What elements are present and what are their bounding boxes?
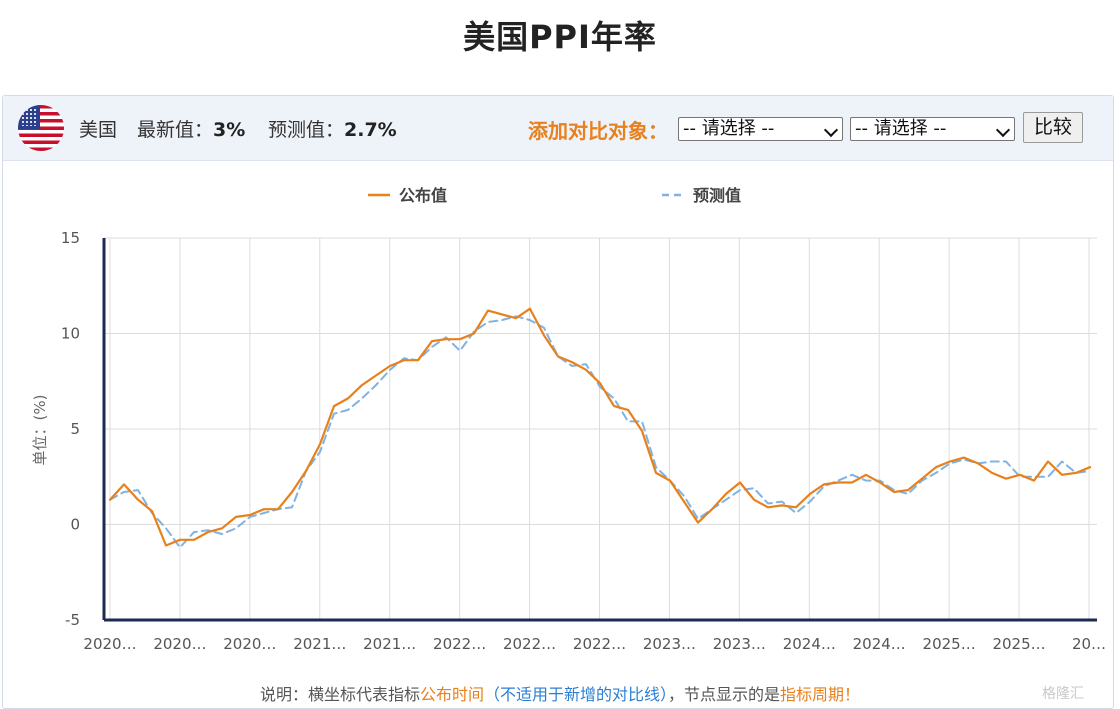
x-tick-label: 2024… — [783, 635, 836, 653]
x-tick-label: 2021… — [363, 635, 416, 653]
x-tick-label: 2020… — [153, 635, 206, 653]
footnote-highlight-period: 指标周期 — [780, 685, 845, 704]
compare-select-1[interactable]: -- 请选择 -- — [678, 117, 843, 141]
x-tick-label: 2022… — [573, 635, 626, 653]
compare-select-2-value: -- 请选择 -- — [855, 118, 947, 139]
chart-toolbar: 美国 最新值：3% 预测值：2.7% 添加对比对象： -- 请选择 -- -- … — [3, 96, 1113, 161]
y-axis-label: 单位：(%) — [31, 395, 49, 466]
x-tick-label: 2024… — [853, 635, 906, 653]
series-line-forecast — [109, 315, 1091, 549]
country-name: 美国 — [79, 119, 118, 141]
series-line-actual — [108, 307, 1092, 547]
footnote-text-2: ，节点显示的是 — [668, 685, 781, 704]
compare-select-1-value: -- 请选择 -- — [683, 118, 775, 139]
y-tick-label: 0 — [70, 516, 80, 534]
y-tick-label: 15 — [61, 229, 80, 247]
footnote-text-1: 说明：横坐标代表指标 — [259, 685, 420, 704]
y-tick-label: 5 — [70, 420, 80, 438]
footnote-exclaim: ！ — [844, 685, 861, 704]
x-tick-label: 2025… — [992, 635, 1045, 653]
compare-label: 添加对比对象： — [528, 119, 668, 143]
compare-button[interactable]: 比较 — [1023, 112, 1083, 143]
latest-value-stat: 最新值：3% — [137, 115, 245, 142]
footnote-note: （不适用于新增的对比线） — [483, 685, 668, 704]
chart-footnote: 说明：横坐标代表指标公布时间（不适用于新增的对比线），节点显示的是指标周期！ — [0, 681, 1120, 705]
page-title: 美国PPI年率 — [463, 18, 657, 56]
x-tick-label: 2022… — [433, 635, 486, 653]
watermark-text: 格隆汇 — [1042, 686, 1084, 702]
forecast-label: 预测值： — [268, 119, 345, 141]
x-tick-label: 2020… — [83, 635, 136, 653]
x-tick-label: 2023… — [643, 635, 696, 653]
legend-label: 公布值 — [399, 186, 447, 205]
legend-label: 预测值 — [693, 186, 741, 205]
y-tick-label: -5 — [65, 611, 80, 629]
x-tick-label: 2021… — [293, 635, 346, 653]
x-tick-label: 2020… — [223, 635, 276, 653]
y-tick-label: 10 — [61, 325, 80, 343]
latest-value: 3% — [213, 119, 246, 141]
forecast-value-stat: 预测值：2.7% — [268, 115, 397, 142]
x-tick-label: 2022… — [503, 635, 556, 653]
x-tick-label: 2025… — [923, 635, 976, 653]
compare-select-2[interactable]: -- 请选择 -- — [850, 117, 1015, 141]
x-tick-label: 2023… — [713, 635, 766, 653]
forecast-value: 2.7% — [344, 119, 397, 141]
chart-panel: 美国 最新值：3% 预测值：2.7% 添加对比对象： -- 请选择 -- -- … — [2, 95, 1114, 709]
footnote-highlight-publish-time: 公布时间 — [419, 685, 484, 704]
latest-label: 最新值： — [137, 119, 214, 141]
x-tick-label: 20… — [1072, 635, 1106, 653]
us-flag-icon — [18, 105, 64, 151]
